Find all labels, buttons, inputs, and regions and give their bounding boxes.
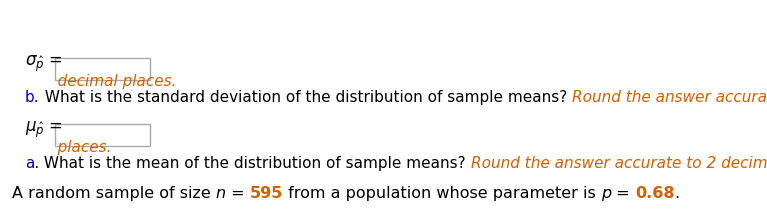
Text: 0.68: 0.68 [635, 186, 674, 201]
Text: p: p [601, 186, 611, 201]
Text: places.: places. [43, 140, 111, 155]
Text: n: n [216, 186, 226, 201]
Text: .: . [674, 186, 680, 201]
Text: A random sample of size: A random sample of size [12, 186, 216, 201]
Text: a.: a. [25, 156, 39, 171]
Text: =: = [611, 186, 635, 201]
Text: Round the answer accurate to 2 decimal: Round the answer accurate to 2 decimal [471, 156, 767, 171]
Text: from a population whose parameter is: from a population whose parameter is [283, 186, 601, 201]
Text: Round the answer accurate to 2: Round the answer accurate to 2 [571, 90, 767, 105]
Bar [55, 58, 150, 80]
Text: $\mu_{\hat{p}}$ =: $\mu_{\hat{p}}$ = [25, 120, 63, 140]
Bar [55, 124, 150, 146]
Text: $\sigma_{\hat{p}}$ =: $\sigma_{\hat{p}}$ = [25, 54, 63, 74]
Text: 595: 595 [250, 186, 283, 201]
Text: =: = [226, 186, 250, 201]
Text: What is the mean of the distribution of sample means?: What is the mean of the distribution of … [39, 156, 471, 171]
Text: decimal places.: decimal places. [43, 74, 176, 89]
Text: b.: b. [25, 90, 40, 105]
Text: What is the standard deviation of the distribution of sample means?: What is the standard deviation of the di… [40, 90, 571, 105]
